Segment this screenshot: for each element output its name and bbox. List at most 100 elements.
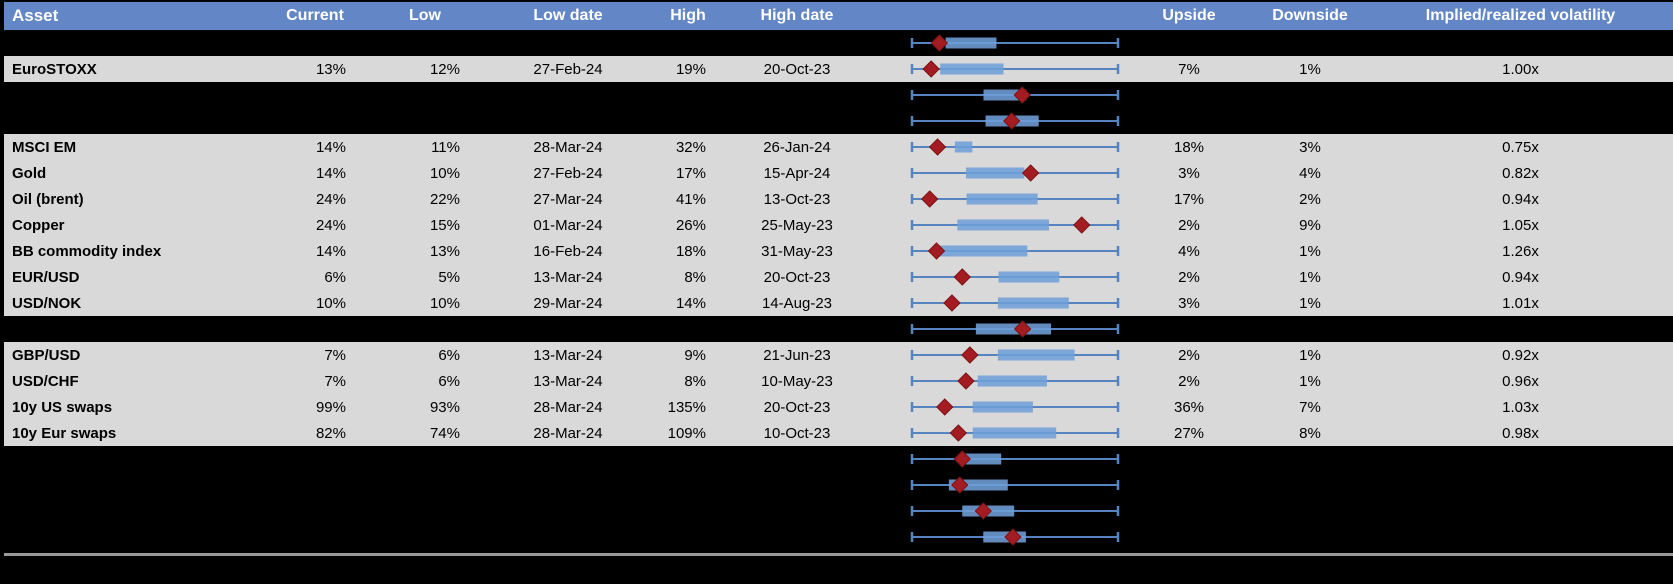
cell-upside: 7% <box>1178 60 1200 78</box>
cell-asset: EUR/USD <box>12 268 80 286</box>
current-marker-diamond <box>936 398 954 416</box>
cell-range-boxplot <box>884 30 1126 56</box>
cell-implied-realized-volatility: 1.01x <box>1502 294 1539 312</box>
cell-low: 93% <box>429 398 460 416</box>
cell-low-date: 13-Mar-24 <box>533 268 603 286</box>
cell-high: 18% <box>675 242 706 260</box>
cell-range-boxplot <box>884 524 1126 550</box>
cell-range-boxplot <box>884 316 1126 342</box>
cell-high: 26% <box>675 216 706 234</box>
cell-high-date: 26-Jan-24 <box>763 138 831 156</box>
range-box <box>957 219 1049 231</box>
cell-low-date: 28-Mar-24 <box>533 138 603 156</box>
cell-range-boxplot <box>884 82 1126 108</box>
current-marker-diamond <box>928 138 947 156</box>
cell-low: 6% <box>438 372 460 390</box>
cell-high: 41% <box>675 190 706 208</box>
current-marker-diamond <box>953 450 971 468</box>
range-boxplot-chart <box>910 34 1120 52</box>
cell-low: 74% <box>429 424 460 442</box>
cell-high-date: 21-Jun-23 <box>763 346 831 364</box>
cell-high-date: 20-Oct-23 <box>763 398 831 416</box>
cell-downside: 1% <box>1299 242 1321 260</box>
cell-current: 13% <box>315 60 346 78</box>
left-edge <box>0 0 4 556</box>
cell-upside: 4% <box>1178 242 1200 260</box>
asset-row: Gold 14% 10% 27-Feb-24 17% 15-Apr-24 3% … <box>4 160 1673 186</box>
header-implied-realized-volatility: Implied/realized volatility <box>1425 7 1616 24</box>
cell-high: 19% <box>675 60 706 78</box>
current-marker-diamond <box>951 476 969 494</box>
spacer-row <box>4 446 1673 472</box>
cell-high: 135% <box>667 398 706 416</box>
current-marker-diamond <box>1021 164 1040 182</box>
spacer-row <box>4 30 1673 56</box>
current-marker-diamond <box>953 268 971 286</box>
asset-row: USD/NOK 10% 10% 29-Mar-24 14% 14-Aug-23 … <box>4 290 1673 316</box>
cell-range-boxplot <box>884 446 1126 472</box>
range-box <box>997 297 1069 309</box>
cell-high: 8% <box>684 268 706 286</box>
header-current: Current <box>286 7 344 24</box>
asset-row: GBP/USD 7% 6% 13-Mar-24 9% 21-Jun-23 2% … <box>4 342 1673 368</box>
asset-row: EuroSTOXX 13% 12% 27-Feb-24 19% 20-Oct-2… <box>4 56 1673 82</box>
cell-range-boxplot <box>884 472 1126 498</box>
cell-low: 13% <box>429 242 460 260</box>
cell-high: 17% <box>675 164 706 182</box>
cell-downside: 1% <box>1299 346 1321 364</box>
cell-upside: 2% <box>1178 216 1200 234</box>
cell-range-boxplot <box>884 290 1126 316</box>
spacer-row <box>4 108 1673 134</box>
cell-low-date: 13-Mar-24 <box>533 372 603 390</box>
current-marker-diamond <box>974 502 992 520</box>
asset-row: Copper 24% 15% 01-Mar-24 26% 25-May-23 2… <box>4 212 1673 238</box>
cell-asset: EuroSTOXX <box>12 60 97 78</box>
cell-asset: MSCI EM <box>12 138 77 156</box>
cell-asset: BB commodity index <box>12 242 162 260</box>
table-body: EuroSTOXX 13% 12% 27-Feb-24 19% 20-Oct-2… <box>4 30 1673 550</box>
cell-implied-realized-volatility: 0.96x <box>1502 372 1539 390</box>
cell-asset: USD/CHF <box>12 372 79 390</box>
cell-downside: 1% <box>1299 294 1321 312</box>
cell-high-date: 10-May-23 <box>761 372 833 390</box>
cell-low-date: 29-Mar-24 <box>533 294 603 312</box>
current-marker-diamond <box>1013 86 1031 104</box>
cell-current: 7% <box>324 372 346 390</box>
cell-low: 11% <box>431 138 460 156</box>
cell-current: 7% <box>324 346 346 364</box>
cell-high-date: 10-Oct-23 <box>763 424 831 442</box>
header-chart-spacer <box>884 3 1126 29</box>
cell-low-date: 01-Mar-24 <box>533 216 603 234</box>
current-marker-diamond <box>1013 320 1032 338</box>
cell-current: 6% <box>324 268 346 286</box>
spacer-row <box>4 472 1673 498</box>
cell-downside: 3% <box>1299 138 1321 156</box>
range-box <box>954 141 973 153</box>
cell-range-boxplot <box>884 498 1126 524</box>
current-marker-diamond <box>1004 528 1022 546</box>
cell-high-date: 20-Oct-23 <box>763 268 831 286</box>
cell-implied-realized-volatility: 1.03x <box>1502 398 1539 416</box>
cell-range-boxplot <box>884 394 1126 420</box>
range-boxplot-chart <box>910 424 1120 442</box>
cell-low-date: 27-Feb-24 <box>533 164 603 182</box>
cell-implied-realized-volatility: 0.75x <box>1502 138 1539 156</box>
header-asset: Asset <box>12 6 59 25</box>
cell-range-boxplot <box>884 108 1126 134</box>
range-boxplot-chart <box>910 138 1120 156</box>
spacer-row <box>4 82 1673 108</box>
cell-downside: 2% <box>1299 190 1321 208</box>
cell-low-date: 16-Feb-24 <box>533 242 603 260</box>
range-boxplot-chart <box>910 346 1120 364</box>
cell-implied-realized-volatility: 1.26x <box>1502 242 1539 260</box>
asset-row: Oil (brent) 24% 22% 27-Mar-24 41% 13-Oct… <box>4 186 1673 212</box>
cell-current: 14% <box>315 138 346 156</box>
cell-range-boxplot <box>884 264 1126 290</box>
range-box <box>945 37 997 49</box>
cell-high-date: 25-May-23 <box>761 216 833 234</box>
header-high-date: High date <box>760 7 834 24</box>
range-boxplot-chart <box>910 242 1120 260</box>
cell-range-boxplot <box>884 420 1126 446</box>
cell-asset: Copper <box>12 216 65 234</box>
